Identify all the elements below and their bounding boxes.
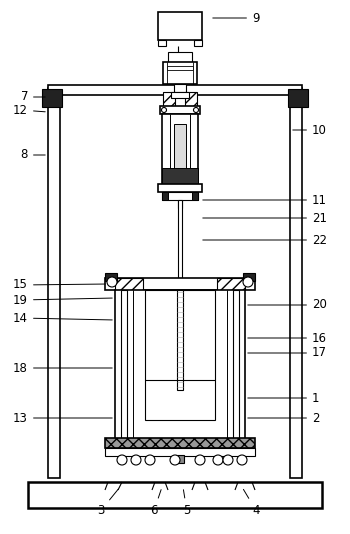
Bar [162,192,168,200]
Bar [105,273,117,281]
Bar [163,62,197,84]
Bar [178,200,182,278]
Bar [192,192,198,200]
Bar [194,40,202,46]
Text: 16: 16 [248,332,327,344]
Circle shape [145,455,155,465]
Bar [162,192,198,200]
Text: 7: 7 [21,90,45,104]
Bar [290,88,302,478]
Text: 5: 5 [183,490,190,516]
Bar [176,455,184,463]
Text: 4: 4 [243,489,259,516]
Text: 3: 3 [98,489,118,516]
Bar [288,89,308,107]
Bar [171,92,189,98]
Bar [233,290,239,440]
Text: 17: 17 [248,347,327,359]
Bar [243,273,255,281]
Circle shape [170,455,180,465]
Bar [174,84,186,92]
Text: 11: 11 [203,193,327,207]
Circle shape [131,455,141,465]
Bar [160,106,200,114]
Text: 21: 21 [203,211,327,224]
Bar [178,186,182,208]
Text: 6: 6 [150,490,161,516]
Text: 9: 9 [213,12,259,25]
Circle shape [223,455,233,465]
Bar [115,278,143,290]
Text: 2: 2 [248,412,320,425]
Text: 1: 1 [248,391,320,404]
Bar [185,92,197,106]
Circle shape [117,455,127,465]
Bar [158,12,202,40]
Text: 13: 13 [13,412,112,425]
Bar [162,114,198,186]
Text: 8: 8 [21,148,45,161]
Text: 20: 20 [248,299,327,311]
Bar [48,88,60,478]
Circle shape [161,107,167,113]
Bar [177,290,183,390]
Bar [105,438,255,448]
Bar [167,66,193,70]
Bar [174,124,186,176]
Circle shape [243,277,253,287]
Circle shape [237,455,247,465]
Text: 19: 19 [13,294,112,307]
Bar [105,448,255,456]
Bar [158,184,202,192]
Text: 15: 15 [13,279,105,292]
Bar [217,278,245,290]
Circle shape [195,455,205,465]
Bar [28,482,322,508]
Bar [163,92,175,106]
Bar [121,290,127,440]
Bar [145,290,215,420]
Text: 12: 12 [13,104,45,116]
Circle shape [194,107,198,113]
Bar [162,168,198,186]
Bar [158,40,166,46]
Bar [48,85,302,95]
Bar [168,52,192,62]
Bar [105,278,255,290]
Circle shape [213,455,223,465]
Text: 22: 22 [203,233,327,247]
Text: 10: 10 [293,123,327,137]
Bar [42,89,62,107]
Circle shape [107,277,117,287]
Text: 18: 18 [13,362,112,374]
Bar [115,290,245,440]
Text: 14: 14 [13,311,112,325]
